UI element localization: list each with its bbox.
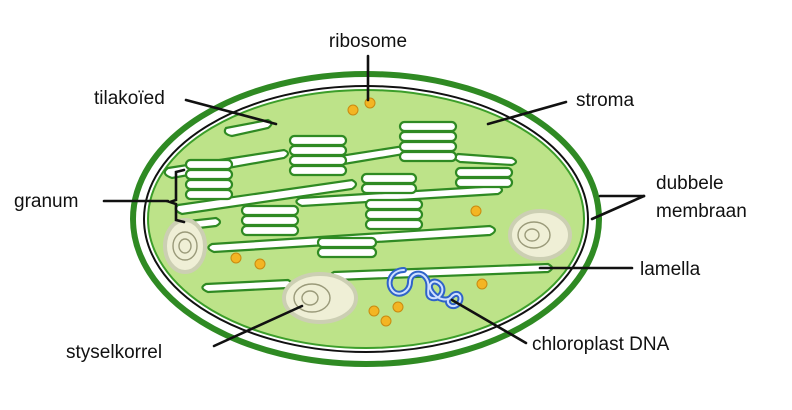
- granum-stack-3: [398, 120, 458, 163]
- labels: ribosome tilakoïed stroma granum dubbele…: [14, 31, 747, 363]
- granum-stack-4: [360, 172, 418, 195]
- ribosome-dot: [392, 301, 404, 313]
- inner-membrane: [143, 85, 589, 353]
- granum-label: granum: [14, 191, 78, 212]
- starch-grain-left: [163, 218, 207, 274]
- ribosome-dot: [254, 258, 266, 270]
- ribosome-dot: [476, 278, 488, 290]
- ribosome-label: ribosome: [329, 31, 407, 52]
- grana: [184, 120, 514, 259]
- ribosome-dot: [470, 205, 482, 217]
- chloroplast-dna: [386, 267, 464, 310]
- granum-stack-7: [364, 198, 424, 231]
- membrane-label-line1: dubbele: [656, 173, 724, 194]
- stroma-label: stroma: [576, 90, 635, 111]
- membrane-label-line2: membraan: [656, 201, 747, 222]
- starch-leader: [212, 304, 304, 348]
- membrane-leader-outer: [590, 194, 646, 221]
- starch-grains: [163, 209, 572, 324]
- ribosomes: [230, 97, 488, 327]
- ribosome-dot: [364, 97, 376, 109]
- starch-grain-right: [508, 209, 572, 261]
- thylakoid-leader: [184, 98, 278, 126]
- granum-stack-6: [240, 204, 300, 237]
- granum-stack-1: [184, 158, 234, 201]
- granum-stack-5: [454, 166, 514, 189]
- thylakoid-label: tilakoïed: [94, 88, 165, 109]
- dna-label: chloroplast DNA: [532, 334, 670, 355]
- granum-stack-8: [316, 236, 378, 259]
- ribosome-dot: [368, 305, 380, 317]
- ribosome-dot: [230, 252, 242, 264]
- stroma-leader: [486, 100, 568, 126]
- leader-lines: [102, 54, 646, 348]
- starch-grain-bottom: [282, 272, 358, 324]
- granum-stack-2: [288, 134, 348, 177]
- ribosome-dot: [347, 104, 359, 116]
- ribosome-dot: [380, 315, 392, 327]
- starch-label: styselkorrel: [66, 342, 162, 363]
- lamella-label: lamella: [640, 259, 701, 280]
- granum-bracket: [165, 168, 186, 224]
- dna-leader: [450, 298, 528, 345]
